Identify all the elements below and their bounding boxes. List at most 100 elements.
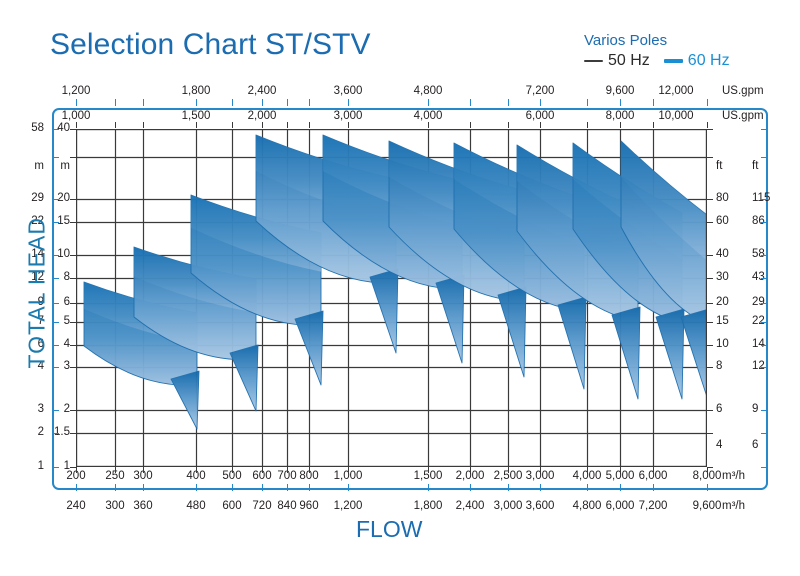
tick-top-inner-3: 3,000 [333,110,363,122]
tick-top-inner-5: 6,000 [525,110,555,122]
tick-right-inner-4: 30 [716,271,729,283]
tick-right-inner-10: 4 [716,439,723,451]
tick-bottom-outer-7: 960 [299,500,319,512]
tick-bottom-inner-3: 400 [186,470,206,482]
tick-mark [309,99,311,106]
plot-area [76,129,707,467]
tick-top-outer-3: 3,600 [333,85,363,97]
tick-mark [262,99,264,106]
tick-right-inner-3: 40 [716,248,729,260]
tick-right-outer-1: 115 [752,192,771,204]
tick-right-outer-10: 6 [752,439,759,451]
tick-right-outer-8: 12 [752,360,765,372]
tick-bottom-outer-8: 1,200 [333,500,363,512]
tick-mark [76,99,78,106]
tick-right-inner-9: 6 [716,403,723,415]
tick-bottom-outer-5: 720 [252,500,272,512]
tick-bottom-inner-6: 700 [277,470,297,482]
legend-heading: Varios Poles [584,32,668,49]
tick-bottom-outer-4: 600 [222,500,242,512]
tick-mark [653,99,655,106]
tick-bottom-inner-8: 1,000 [333,470,363,482]
tick-bottom-inner-12: 3,000 [525,470,555,482]
tick-left-outer-12: 1 [37,460,44,472]
tick-left-inner-0: 40 [57,122,70,134]
tick-bottom-inner-16: 8,000 [692,470,722,482]
tick-left-outer-7: 7 [37,315,44,327]
tick-left-inner-2: 20 [57,192,70,204]
chart-frame [52,108,768,490]
tick-top-inner-2: 2,000 [247,110,277,122]
tick-top-outer-1: 1,800 [181,85,211,97]
tick-right-outer-3: 58 [752,248,765,260]
tick-right-outer-9: 9 [752,403,759,415]
tick-bottom-outer-15: 7,200 [638,500,668,512]
tick-left-outer-10: 3 [37,403,44,415]
tick-bottom-outer-9: 1,800 [413,500,443,512]
tick-bottom-inner-14: 5,000 [605,470,635,482]
tick-top-outer-0: 1,200 [61,85,91,97]
tick-left-inner-1: m [60,160,70,172]
tick-right-outer-5: 29 [752,296,765,308]
tick-bottom-outer-1: 300 [105,500,125,512]
tick-bottom-inner-7: 800 [299,470,319,482]
pump-envelopes [83,134,707,430]
legend-label-60hz: 60 Hz [687,52,730,69]
tick-right-outer-4: 43 [752,271,765,283]
unit-top-outer: US.gpm [722,85,764,97]
plot-border [76,129,707,467]
tick-bottom-inner-4: 500 [222,470,242,482]
tick-left-inner-7: 5 [63,315,70,327]
legend: Varios Poles 50 Hz 60 Hz [584,31,784,70]
tick-left-inner-12: 1 [63,460,70,472]
tick-left-outer-9: 4 [37,360,44,372]
legend-items: 50 Hz 60 Hz [584,52,784,70]
tick-top-outer-5: 7,200 [525,85,555,97]
legend-label-50hz: 50 Hz [608,52,650,69]
tick-right-outer-0: ft [752,160,759,172]
tick-bottom-outer-16: 9,600 [692,500,722,512]
legend-item-50hz[interactable]: 50 Hz [584,52,650,70]
tick-left-outer-1: m [34,160,44,172]
tick-right-inner-5: 20 [716,296,729,308]
tick-bottom-inner-10: 2,000 [455,470,485,482]
tick-mark [707,99,709,106]
tick-bottom-outer-3: 480 [186,500,206,512]
tick-bottom-outer-2: 360 [133,500,153,512]
tick-top-inner-1: 1,500 [181,110,211,122]
tick-mark [143,99,145,106]
tick-top-inner-6: 8,000 [605,110,635,122]
tick-mark [620,99,622,106]
tick-right-inner-1: 80 [716,192,729,204]
tick-left-inner-8: 4 [63,338,70,350]
tick-left-inner-11: 1.5 [54,426,70,438]
tick-left-outer-11: 2 [37,426,44,438]
unit-top-inner: US.gpm [722,110,764,122]
tick-bottom-inner-5: 600 [252,470,272,482]
tick-top-inner-7: 10,000 [658,110,694,122]
legend-item-60hz[interactable]: 60 Hz [663,52,730,70]
tick-bottom-inner-2: 300 [133,470,153,482]
tick-left-outer-6: 9 [37,296,44,308]
tick-left-outer-5: 12 [31,271,44,283]
tick-left-inner-5: 8 [63,271,70,283]
tick-left-outer-4: 14 [31,248,44,260]
tick-right-inner-8: 8 [716,360,723,372]
tick-left-inner-9: 3 [63,360,70,372]
tick-bottom-outer-11: 3,000 [493,500,523,512]
tick-left-inner-3: 15 [57,215,70,227]
tick-mark [508,99,510,106]
tick-bottom-inner-15: 6,000 [638,470,668,482]
unit-bottom-inner: m³/h [722,470,745,482]
tick-right-inner-2: 60 [716,215,729,227]
tick-mark [348,99,350,106]
tick-bottom-outer-12: 3,600 [525,500,555,512]
tick-top-inner-4: 4,000 [413,110,443,122]
plot-svg [76,129,707,467]
tick-right-outer-2: 86 [752,215,765,227]
tick-right-outer-7: 14 [752,338,765,350]
page-title: Selection Chart ST/STV [50,28,371,61]
tick-bottom-outer-6: 840 [277,500,297,512]
tick-bottom-inner-1: 250 [105,470,125,482]
unit-bottom-outer: m³/h [722,500,745,512]
